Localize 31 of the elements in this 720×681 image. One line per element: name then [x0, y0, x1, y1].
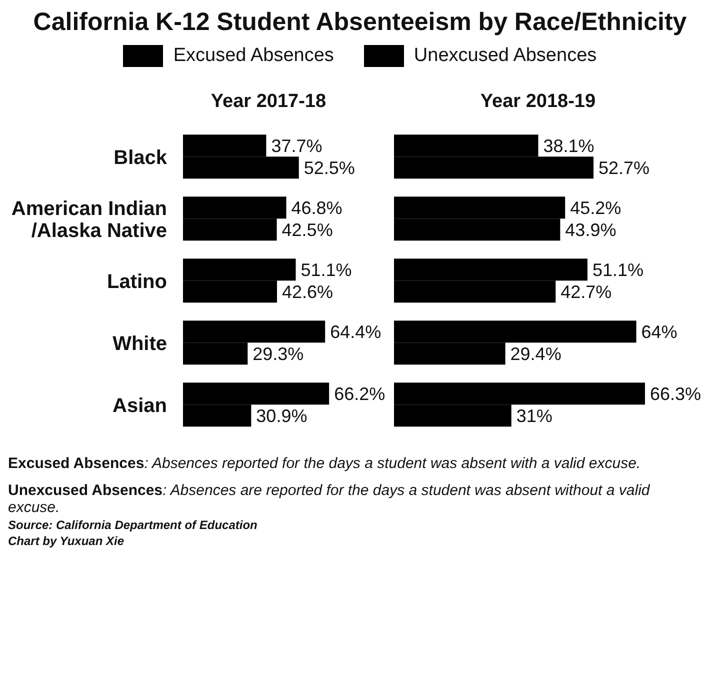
y-tick-label: Latino	[107, 271, 167, 293]
legend-label: Excused Absences	[173, 45, 334, 67]
data-label: 29.4%	[510, 344, 562, 364]
data-label: 45.2%	[570, 198, 622, 218]
text: California K-12 Student Absenteeism by Race/Ethnicity	[32, 8, 688, 37]
data-label: 51.1%	[300, 260, 352, 280]
data-label: 66.3%	[650, 384, 702, 404]
chart-title: Year 2017-18	[210, 91, 328, 114]
y-tick-label: Asian	[112, 395, 167, 417]
data-label: 43.9%	[565, 220, 616, 240]
y-tick-label: White	[112, 333, 167, 355]
data-label: 37.7%	[271, 136, 322, 156]
data-label: 64.4%	[330, 322, 382, 342]
data-label: 51.1%	[592, 260, 644, 280]
data-label: 52.5%	[304, 158, 355, 178]
data-label: 42.7%	[560, 282, 612, 302]
data-label: 38.1%	[543, 136, 594, 156]
data-label: 52.7%	[598, 158, 650, 178]
data-label: 66.2%	[334, 384, 386, 404]
legend-label: Unexcused Absences	[414, 45, 597, 67]
data-label: 29.3%	[252, 344, 304, 364]
data-label: 42.6%	[282, 282, 334, 302]
data-label: 46.8%	[291, 198, 342, 218]
data-label: 42.5%	[282, 220, 333, 240]
data-label: 30.9%	[256, 406, 308, 426]
y-tick-label: Black	[114, 147, 168, 169]
notes: Excused Absences: Absences reported for the days a student was absent with a valid excuse. Unexcused Absences: Absences are reported for the days a student was absent without a valid excuse. Source: California Department of Education Chart by Yuxuan Xie	[8, 455, 651, 548]
chart-title: Year 2018-19	[479, 91, 597, 114]
data-label: 31%	[516, 406, 552, 426]
y-tick-label: American Indian /Alaska Native	[11, 198, 167, 242]
data-label: 64%	[641, 322, 678, 342]
